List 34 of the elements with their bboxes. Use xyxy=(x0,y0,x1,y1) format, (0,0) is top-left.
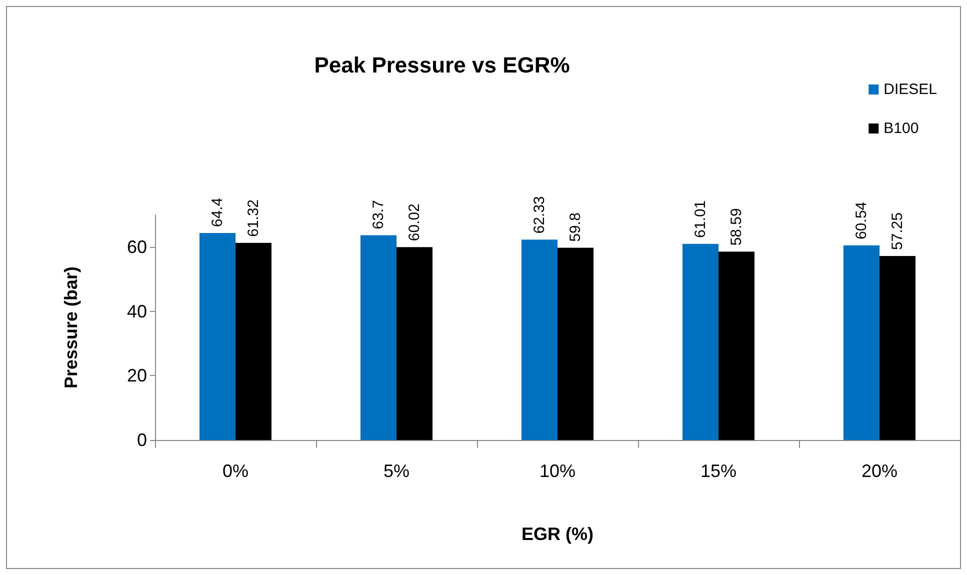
bar xyxy=(844,245,880,440)
data-label: 60.02 xyxy=(406,204,423,242)
y-axis-title: Pressure (bar) xyxy=(61,266,81,389)
x-tick-label: 20% xyxy=(861,461,898,481)
x-axis-title: EGR (%) xyxy=(522,524,594,544)
x-tick-label: 0% xyxy=(222,461,249,481)
x-tick-label: 10% xyxy=(539,461,576,481)
bar xyxy=(880,256,916,440)
bar xyxy=(396,247,432,440)
data-label: 62.33 xyxy=(531,196,548,234)
bar xyxy=(682,244,718,440)
y-tick-label: 20 xyxy=(126,366,147,386)
data-label: 63.7 xyxy=(370,200,387,230)
bar xyxy=(718,252,754,440)
bar xyxy=(522,240,558,440)
bar xyxy=(200,233,236,440)
data-label: 64.4 xyxy=(209,198,226,227)
y-tick-label: 0 xyxy=(136,430,147,450)
data-label: 60.54 xyxy=(853,202,870,240)
legend-label: DIESEL xyxy=(884,81,938,98)
data-label: 61.01 xyxy=(692,200,709,238)
bar xyxy=(236,242,272,440)
y-tick-label: 60 xyxy=(126,237,147,258)
x-tick-label: 5% xyxy=(383,461,410,481)
data-label: 58.59 xyxy=(728,208,745,246)
data-label: 57.25 xyxy=(889,212,906,250)
bar xyxy=(558,248,594,440)
legend-label: B100 xyxy=(884,120,919,137)
x-tick-label: 15% xyxy=(700,461,737,481)
bar xyxy=(360,235,396,440)
y-tick-label: 40 xyxy=(126,301,147,322)
chart-title: Peak Pressure vs EGR% xyxy=(314,52,570,78)
data-label: 59.8 xyxy=(567,212,584,242)
data-label: 61.32 xyxy=(245,199,262,237)
